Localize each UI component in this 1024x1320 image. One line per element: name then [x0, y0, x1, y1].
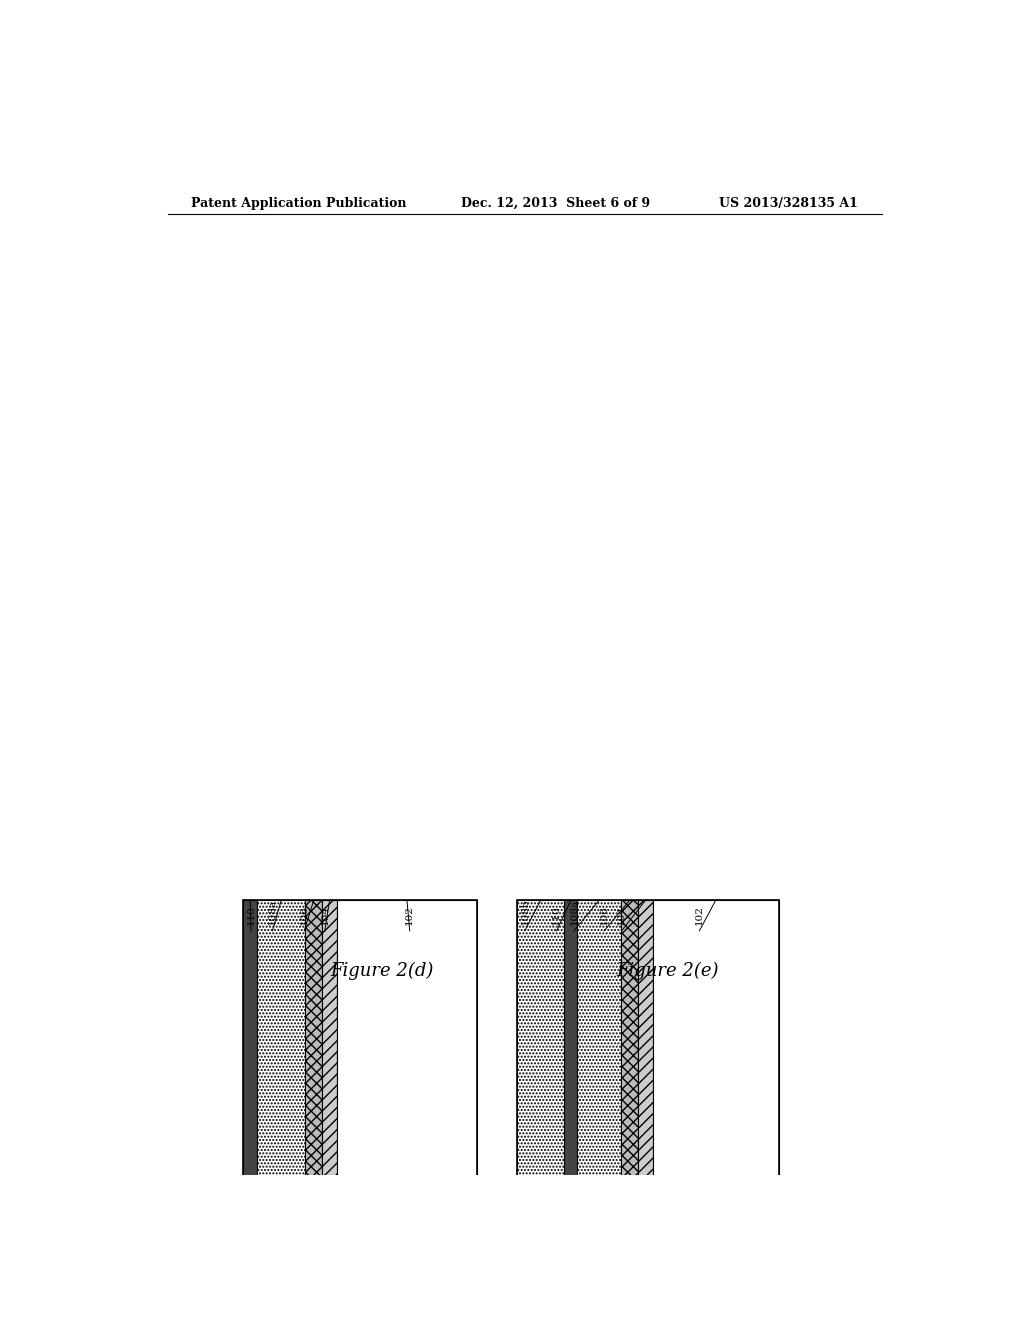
Bar	[243, 900, 257, 1320]
Text: Patent Application Publication: Patent Application Publication	[191, 197, 407, 210]
Text: 108a: 108a	[569, 899, 579, 925]
Text: 106: 106	[300, 906, 308, 925]
Text: 110: 110	[552, 906, 561, 925]
Bar	[578, 900, 621, 1320]
Bar	[638, 900, 652, 1320]
Text: Figure 2(e): Figure 2(e)	[616, 961, 719, 979]
Bar	[305, 900, 323, 1320]
Text: 104: 104	[617, 906, 626, 925]
Text: Dec. 12, 2013  Sheet 6 of 9: Dec. 12, 2013 Sheet 6 of 9	[461, 197, 650, 210]
Text: 110: 110	[247, 906, 256, 925]
Bar	[564, 900, 578, 1320]
Bar	[337, 900, 477, 1320]
Bar	[652, 900, 779, 1320]
Text: 106: 106	[600, 906, 608, 925]
Text: Figure 2(d): Figure 2(d)	[331, 961, 433, 979]
Bar	[323, 900, 337, 1320]
Bar	[257, 900, 305, 1320]
Text: 104: 104	[321, 906, 330, 925]
Bar	[517, 900, 779, 1320]
Bar	[517, 900, 564, 1320]
Text: 108b: 108b	[520, 898, 529, 925]
Text: 102: 102	[695, 906, 703, 925]
Text: 108a: 108a	[268, 899, 276, 925]
Bar	[243, 900, 477, 1320]
Text: US 2013/328135 A1: US 2013/328135 A1	[719, 197, 858, 210]
Bar	[621, 900, 638, 1320]
Text: 102: 102	[406, 906, 415, 925]
